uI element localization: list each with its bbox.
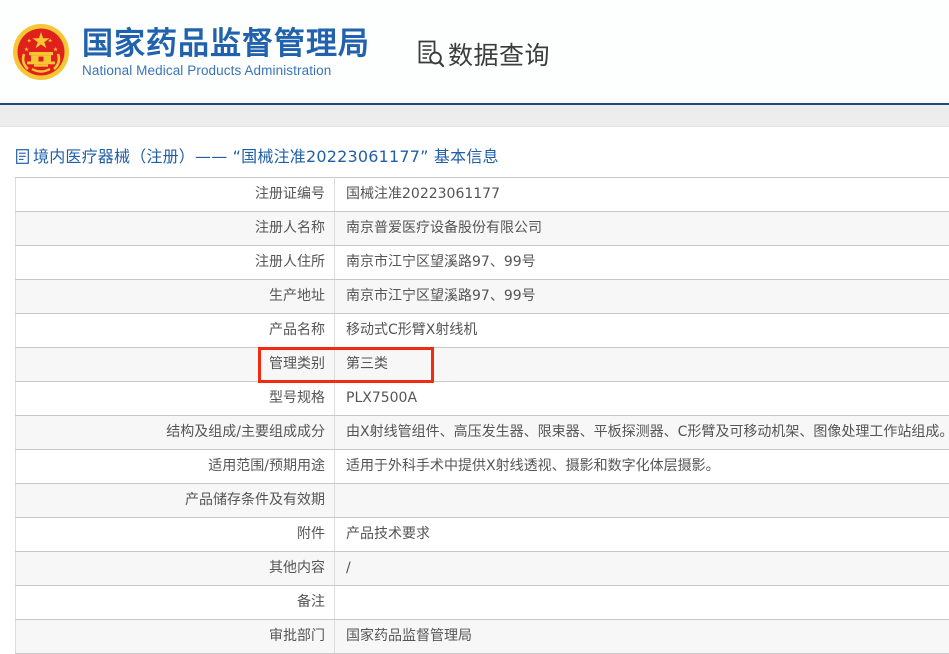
table-row-label: 型号规格: [15, 381, 335, 416]
table-row-label: 注册人名称: [15, 211, 335, 246]
table-row-value: 移动式C形臂X射线机: [334, 313, 949, 348]
table-row: 附件 产品技术要求: [15, 517, 949, 552]
table-row-value: 适用于外科手术中提供X射线透视、摄影和数字化体层摄影。: [334, 449, 949, 484]
table-row-label: 附件: [15, 517, 335, 552]
table-row-label: 注册证编号: [15, 177, 335, 212]
table-row-label: 产品储存条件及有效期: [15, 483, 335, 518]
brand-title-cn: 国家药品监督管理局: [82, 25, 370, 62]
table-row: 其他内容 /: [15, 551, 949, 586]
table-row-label: 管理类别: [15, 347, 335, 382]
header-under-band: [0, 104, 949, 127]
table-row-label: 注册人住所: [15, 245, 335, 280]
table-row: 生产地址 南京市江宁区望溪路97、99号: [15, 279, 949, 314]
document-search-icon: [418, 40, 445, 68]
page-title-row: 境内医疗器械（注册）—— “国械注准20223061177” 基本信息: [0, 127, 949, 177]
header-divider: [0, 103, 949, 105]
table-row: 注册证编号 国械注准20223061177: [15, 177, 949, 212]
table-row-value: 国械注准20223061177: [334, 177, 949, 212]
table-row: 结构及组成/主要组成成分 由X射线管组件、高压发生器、限束器、平板探测器、C形臂及…: [15, 415, 949, 450]
table-region: 注册证编号 国械注准20223061177 注册人名称 南京普爱医疗设备股份有限公司注…: [0, 177, 949, 654]
table-row-value: 第三类: [334, 347, 949, 382]
brand-title-en: National Medical Products Administration: [82, 63, 332, 79]
table-row: 注册人住所 南京市江宁区望溪路97、99号: [15, 245, 949, 280]
table-row-value: 由X射线管组件、高压发生器、限束器、平板探测器、C形臂及可移动机架、图像处理工作…: [334, 415, 949, 450]
table-row-label: 备注: [15, 585, 335, 620]
table-row: 适用范围/预期用途 适用于外科手术中提供X射线透视、摄影和数字化体层摄影。: [15, 449, 949, 484]
table-row: 注册人名称 南京普爱医疗设备股份有限公司: [15, 211, 949, 246]
china-national-emblem-icon: [10, 21, 72, 83]
site-header: 国家药品监督管理局 National Medical Products Admi…: [0, 0, 949, 105]
table-row: 产品储存条件及有效期: [15, 483, 949, 518]
table-row-label: 其他内容: [15, 551, 335, 586]
table-row: 型号规格 PLX7500A: [15, 381, 949, 416]
table-row-label: 审批部门: [15, 619, 335, 654]
table-row-value: 南京普爱医疗设备股份有限公司: [334, 211, 949, 246]
table-row-value: 产品技术要求: [334, 517, 949, 552]
table-row-label: 适用范围/预期用途: [15, 449, 335, 484]
brand-block: 国家药品监督管理局 National Medical Products Admi…: [82, 25, 370, 80]
table-row-value: [334, 585, 949, 620]
page-title: 境内医疗器械（注册）—— “国械注准20223061177” 基本信息: [33, 147, 499, 166]
table-row-value: [334, 483, 949, 518]
table-row: 管理类别 第三类: [15, 347, 949, 382]
info-table-wrap: 注册证编号 国械注准20223061177 注册人名称 南京普爱医疗设备股份有限公司注…: [0, 177, 949, 654]
table-row-value: 国家药品监督管理局: [334, 619, 949, 654]
document-icon: [16, 148, 29, 164]
table-row-value: 南京市江宁区望溪路97、99号: [334, 245, 949, 280]
data-query-label: 数据查询: [448, 41, 551, 70]
table-row: 备注: [15, 585, 949, 620]
table-row-label: 结构及组成/主要组成成分: [15, 415, 335, 450]
table-row-value: 南京市江宁区望溪路97、99号: [334, 279, 949, 314]
table-row-label: 生产地址: [15, 279, 335, 314]
data-query-entry[interactable]: 数据查询: [418, 36, 550, 72]
table-row-value: PLX7500A: [334, 381, 949, 416]
table-row: 产品名称 移动式C形臂X射线机: [15, 313, 949, 348]
table-row-value: /: [334, 551, 949, 586]
table-row: 审批部门 国家药品监督管理局: [15, 619, 949, 654]
registration-info-table: 注册证编号 国械注准20223061177 注册人名称 南京普爱医疗设备股份有限公司注…: [15, 177, 949, 654]
table-row-label: 产品名称: [15, 313, 335, 348]
